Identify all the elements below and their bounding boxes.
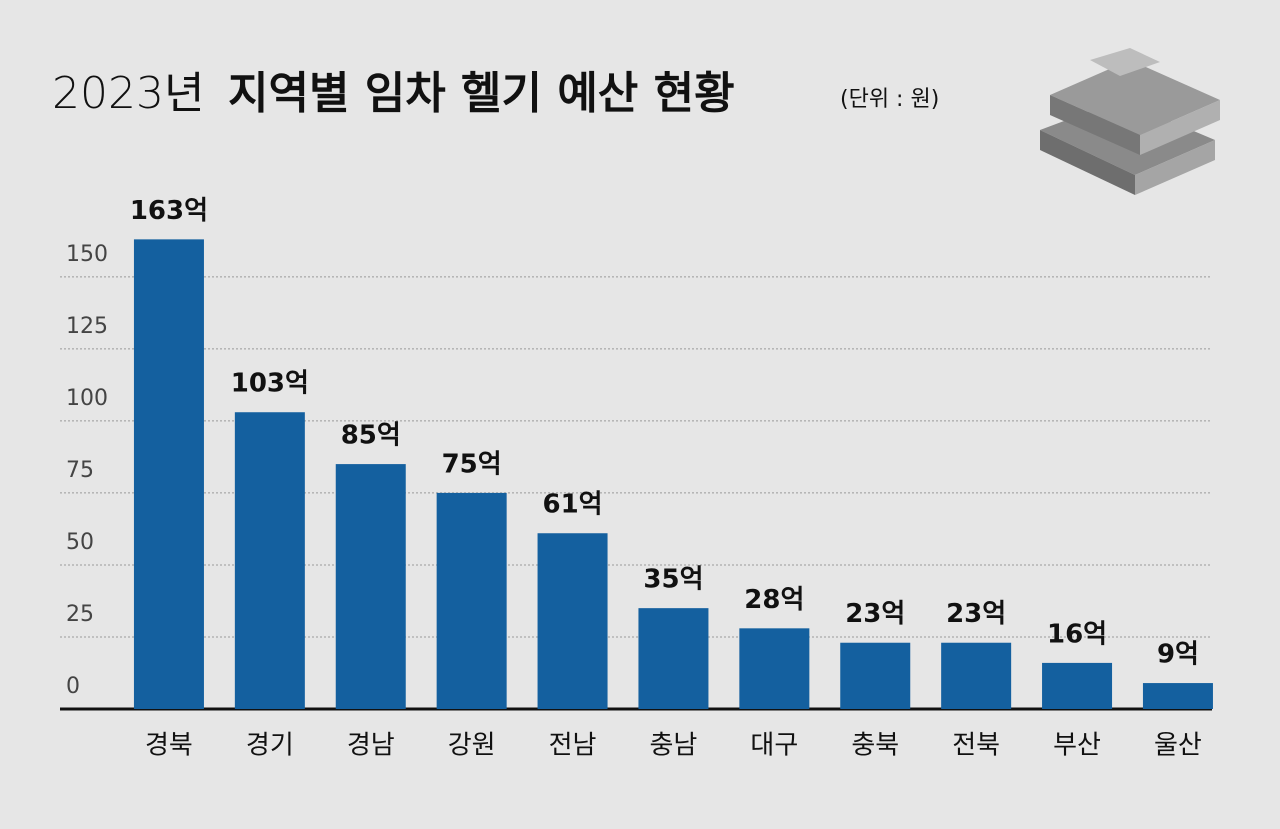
x-tick-label: 충남 (650, 731, 698, 761)
y-tick-label: 150 (66, 242, 108, 267)
bar (1042, 662, 1113, 709)
y-tick-label: 75 (66, 458, 94, 483)
bar (537, 533, 608, 709)
value-label: 85억 (341, 421, 401, 451)
x-tick-label: 경북 (145, 731, 193, 761)
bar (1142, 683, 1213, 709)
y-tick-label: 25 (66, 602, 94, 627)
bar (133, 239, 204, 709)
x-tick-label: 경남 (347, 731, 395, 761)
value-label: 9억 (1157, 640, 1199, 670)
value-label: 75억 (442, 449, 502, 479)
value-label: 23억 (946, 599, 1006, 629)
value-label: 163억 (130, 196, 208, 226)
x-tick-label: 충북 (851, 731, 899, 761)
bar (436, 492, 507, 709)
x-tick-label: 경기 (246, 731, 294, 761)
value-label: 28억 (744, 585, 804, 615)
bar (638, 608, 709, 709)
y-tick-label: 0 (66, 674, 80, 699)
y-tick-label: 100 (66, 386, 108, 411)
value-label: 103억 (231, 369, 309, 399)
bar (840, 642, 911, 709)
bar (739, 628, 810, 709)
bar (335, 464, 406, 709)
x-tick-label: 강원 (448, 731, 496, 761)
y-tick-label: 50 (66, 530, 94, 555)
value-label: 23억 (845, 599, 905, 629)
value-label: 61억 (542, 490, 602, 520)
x-tick-label: 대구 (750, 731, 798, 761)
money-icon (1040, 48, 1220, 195)
x-tick-label: 울산 (1154, 731, 1202, 761)
bar (941, 642, 1012, 709)
value-label: 16억 (1047, 619, 1107, 649)
unit-note: (단위 : 원) (840, 87, 939, 112)
chart-title: 지역별 임차 헬기 예산 현황 (228, 68, 735, 119)
x-tick-label: 전북 (952, 731, 1000, 761)
value-label: 35억 (643, 565, 703, 595)
y-tick-label: 125 (66, 314, 108, 339)
chart-title-year: 2023년 (52, 68, 204, 119)
x-tick-label: 부산 (1053, 731, 1101, 761)
x-tick-label: 전남 (549, 731, 597, 761)
bar (234, 412, 305, 709)
